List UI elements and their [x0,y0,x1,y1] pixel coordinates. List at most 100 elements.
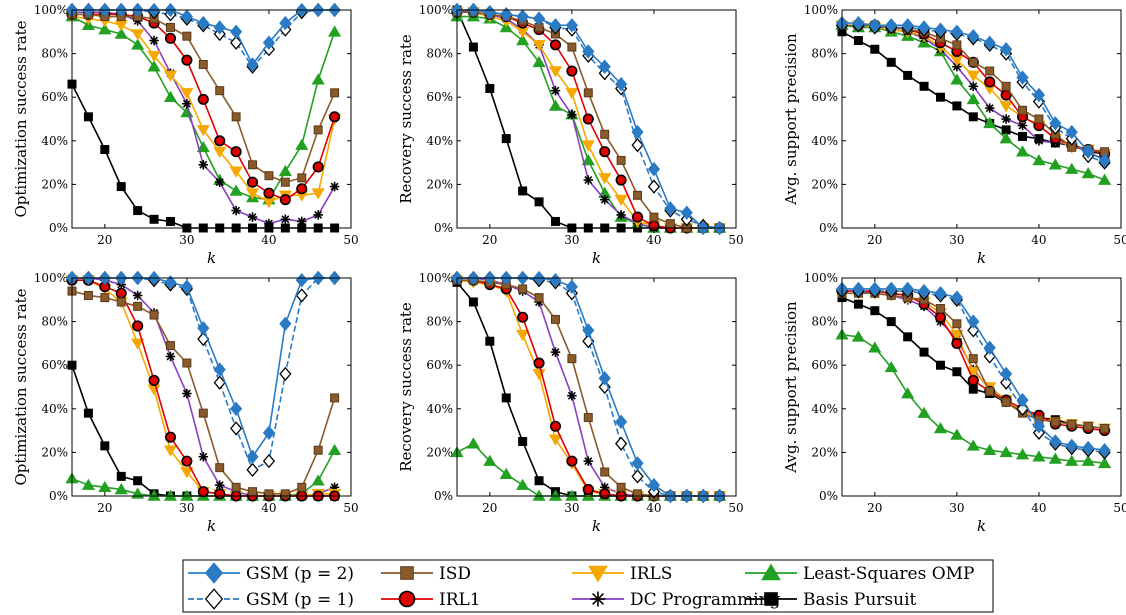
data-point-gsm2 [917,20,931,35]
y-tick-label: 80% [41,47,68,61]
y-tick-label: 20% [811,177,838,191]
data-point-irl1 [296,183,308,195]
x-tick-label: 30 [564,233,579,247]
data-point-lsomp [1015,145,1030,157]
legend-marker-gsm1 [204,588,224,610]
data-point-bp [468,42,478,52]
plot-area [72,278,351,496]
series-line-gsm1 [842,24,1105,164]
data-point-isd [1050,417,1060,427]
data-point-irls [548,66,563,78]
data-point-bp [853,36,863,46]
data-point-isd [165,341,175,351]
data-point-isd [616,482,626,492]
y-tick-label: 40% [426,134,453,148]
data-point-gsm2 [950,24,963,39]
data-point-irl1 [599,146,611,158]
series-gsm2 [835,15,1111,168]
data-point-bp [1018,131,1028,141]
data-point-irl1 [115,287,127,299]
data-point-isd [313,125,323,135]
data-point-dc [583,175,594,185]
data-point-irls [548,434,563,446]
x-tick-label: 20 [482,233,497,247]
data-point-lsomp [548,489,563,501]
data-point-irl1 [214,488,226,500]
data-point-irls [966,70,980,82]
data-point-lsomp [1098,456,1112,469]
data-point-lsomp [1098,173,1112,185]
data-point-gsm2 [180,9,193,24]
data-point-bp [870,44,880,54]
data-point-isd [952,40,962,50]
data-point-irl1 [582,113,594,125]
data-point-irl1 [181,54,193,66]
x-tick-label: 50 [343,233,358,247]
data-point-lsomp [311,474,325,486]
y-tick-label: 60% [811,90,838,104]
data-point-bp [968,112,978,122]
data-point-lsomp [196,140,210,153]
data-point-dc [550,85,561,96]
data-point-dc [149,35,159,46]
data-point-dc [984,103,995,113]
legend-marker-lsomp [761,563,781,581]
legend-entry-isd: ISD [381,564,471,584]
data-point-irls [516,329,530,342]
legend-label: Least-Squares OMP [803,564,975,584]
data-point-irl1 [599,488,611,500]
data-point-bp [919,81,929,91]
chart-panel-1: 0% 20% 40% 60% 80% 100% 20 30 40 50 k Optimization … [12,2,359,267]
data-point-irl1 [566,65,578,77]
x-tick-label: 20 [867,233,882,247]
data-point-gsm2 [197,320,210,336]
data-point-isd [133,301,143,311]
legend-label: Basis Pursuit [803,590,917,610]
x-axis-label: k [207,249,216,267]
data-point-isd [165,22,175,32]
data-point-isd [1001,81,1011,91]
data-point-dc [182,98,192,109]
data-point-isd [935,304,945,314]
y-tick-label: 80% [426,47,453,61]
legend-label: IRL1 [439,590,481,610]
data-point-gsm2 [1032,87,1046,103]
data-point-dc [165,351,176,362]
x-tick-label: 30 [179,233,194,247]
chart-panel-2: 0% 20% 40% 60% 80% 100% 20 30 40 50 k Recovery succ… [397,2,744,267]
data-point-irl1 [197,93,209,105]
x-tick-label: 40 [261,501,276,515]
data-point-dc [567,109,577,120]
data-point-lsomp [1065,454,1079,466]
data-point-gsm2 [983,340,996,355]
data-point-lsomp [950,73,964,85]
data-point-isd [248,160,258,170]
data-point-dc [247,212,258,222]
data-point-isd [567,42,577,52]
data-point-irl1 [214,135,226,147]
data-point-dc [231,205,241,216]
legend-marker-irl1 [398,590,416,608]
data-point-gsm1 [647,179,661,194]
data-point-irls [950,329,964,342]
legend-label: GSM (p = 1) [246,590,354,610]
data-point-irl1 [549,39,562,51]
data-point-isd [215,463,225,473]
data-point-lsomp [983,443,997,455]
data-point-gsm2 [917,283,931,299]
x-tick-label: 30 [949,501,964,515]
data-point-lsomp [1015,448,1030,460]
y-tick-label: 40% [41,402,68,416]
data-point-gsm2 [1098,443,1111,458]
data-point-bp [133,206,143,216]
data-point-bp [116,471,126,481]
data-point-bp [952,367,962,377]
data-point-dc [198,452,209,462]
data-point-lsomp [328,25,342,37]
data-point-gsm2 [1082,440,1095,456]
data-point-gsm2 [1065,438,1078,454]
data-point-gsm2 [868,18,881,33]
y-tick-label: 60% [41,358,68,372]
plot-area [457,10,736,228]
data-point-gsm2 [230,24,243,39]
